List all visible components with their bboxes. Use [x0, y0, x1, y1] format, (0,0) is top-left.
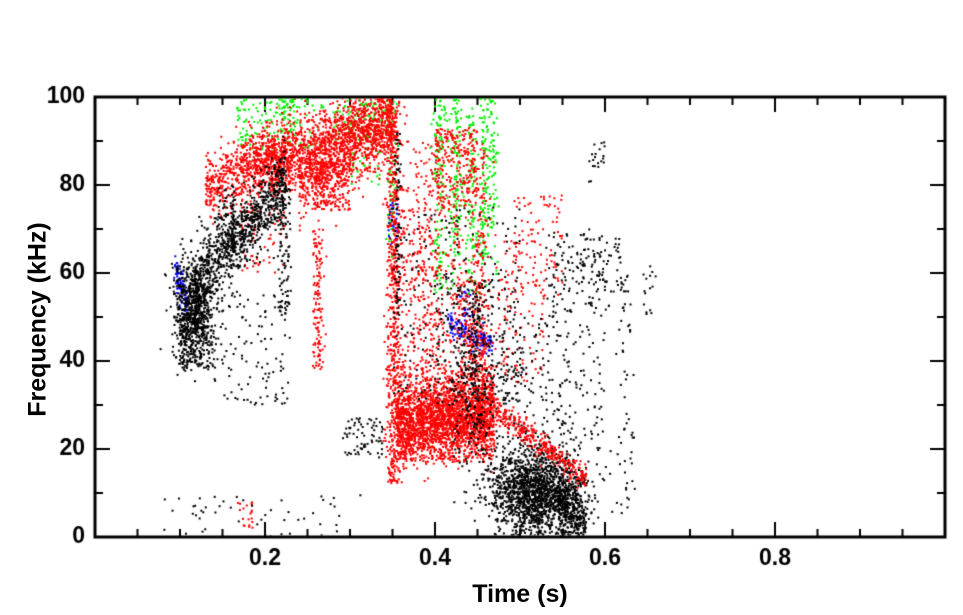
y-axis-label: Frequency (kHz): [23, 222, 52, 417]
x-axis-label: Time (s): [472, 580, 568, 608]
